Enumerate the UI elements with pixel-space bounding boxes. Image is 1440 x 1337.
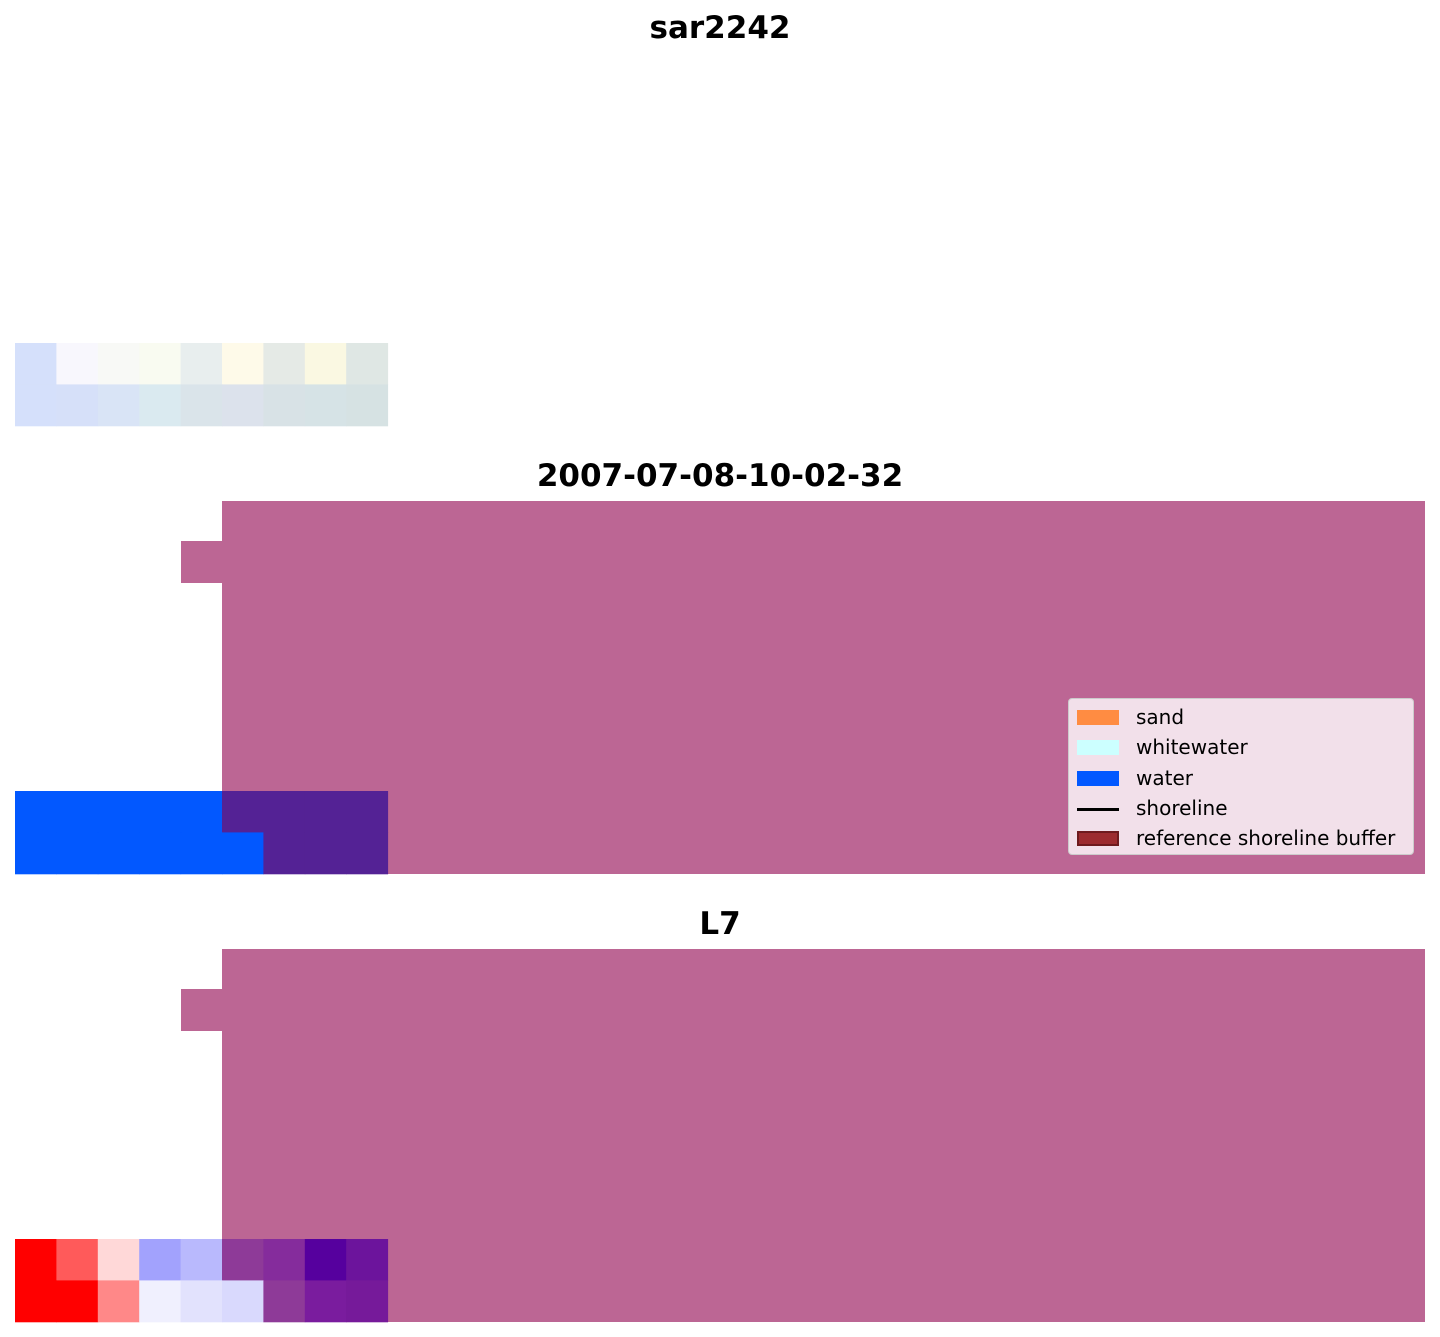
legend-swatch-reference-buffer <box>1077 831 1119 846</box>
legend-label-whitewater: whitewater <box>1136 735 1248 759</box>
heatmap-cell <box>97 1280 140 1323</box>
overlay-notch <box>181 989 223 1031</box>
legend-label-sand: sand <box>1136 705 1185 729</box>
heatmap-cell <box>180 1239 223 1281</box>
heatmap-cell <box>15 384 57 427</box>
panel-title-1: sar2242 <box>649 10 791 46</box>
heatmap-cell <box>97 1239 140 1281</box>
legend-line-shoreline <box>1077 808 1119 811</box>
legend-item-sand: sand <box>1069 701 1413 731</box>
heatmap-cell <box>97 384 140 427</box>
heatmap-cell <box>222 343 264 385</box>
heatmap-cell <box>222 384 264 427</box>
heatmap-cell <box>56 1280 99 1323</box>
water-cell <box>139 832 182 875</box>
legend-swatch-water <box>1077 771 1119 786</box>
water-cell <box>97 832 140 875</box>
heatmap-panel-1 <box>15 343 389 427</box>
legend-swatch-sand <box>1077 710 1119 725</box>
heatmap-cell <box>139 384 182 427</box>
heatmap-cell <box>263 1280 306 1323</box>
legend-item-water: water <box>1069 762 1413 792</box>
heatmap-cell <box>222 1239 264 1281</box>
water-cell <box>15 791 57 833</box>
heatmap-cell <box>180 343 223 385</box>
water-cell <box>180 791 223 833</box>
buffer-cell <box>304 832 347 875</box>
heatmap-cell <box>139 1239 182 1281</box>
water-cell <box>97 791 140 833</box>
legend: sand whitewater water shoreline referenc… <box>1068 698 1414 855</box>
heatmap-cell <box>346 384 389 427</box>
heatmap-cell <box>56 384 99 427</box>
heatmap-cell <box>263 1239 306 1281</box>
legend-swatch-whitewater <box>1077 740 1119 755</box>
legend-label-water: water <box>1136 766 1193 790</box>
overlay-region <box>222 949 1425 1322</box>
buffer-cell <box>263 832 306 875</box>
water-cell <box>139 791 182 833</box>
heatmap-cell <box>304 343 347 385</box>
heatmap-cell <box>15 1239 57 1281</box>
heatmap-cell <box>139 1280 182 1323</box>
water-cell <box>15 832 57 875</box>
heatmap-cell <box>56 1239 99 1281</box>
heatmap-cell <box>304 1239 347 1281</box>
buffer-cell <box>304 791 347 833</box>
legend-item-shoreline: shoreline <box>1069 792 1413 822</box>
water-cell <box>56 791 99 833</box>
panel-title-3: L7 <box>699 906 741 942</box>
heatmap-cell <box>346 343 389 385</box>
heatmap-cell <box>139 343 182 385</box>
legend-item-whitewater: whitewater <box>1069 731 1413 761</box>
legend-item-reference-buffer: reference shoreline buffer <box>1069 822 1413 852</box>
heatmap-cell <box>222 1280 264 1323</box>
heatmap-cell <box>15 1280 57 1323</box>
heatmap-cell <box>263 343 306 385</box>
heatmap-cell <box>304 1280 347 1323</box>
heatmap-cell <box>56 343 99 385</box>
heatmap-cell <box>304 384 347 427</box>
heatmap-cell <box>97 343 140 385</box>
heatmap-cell <box>263 384 306 427</box>
heatmap-cell <box>180 1280 223 1323</box>
water-cell <box>222 832 264 875</box>
water-cell <box>56 832 99 875</box>
buffer-cell <box>222 791 264 833</box>
buffer-cell <box>346 832 389 875</box>
legend-label-reference-buffer: reference shoreline buffer <box>1136 826 1396 850</box>
heatmap-cell <box>346 1239 389 1281</box>
heatmap-cell <box>346 1280 389 1323</box>
heatmap-cell <box>180 384 223 427</box>
heatmap-cell <box>15 343 57 385</box>
overlay-notch <box>181 541 223 583</box>
water-cell <box>180 832 223 875</box>
panel-title-2: 2007-07-08-10-02-32 <box>536 458 904 494</box>
buffer-cell <box>346 791 389 833</box>
legend-label-shoreline: shoreline <box>1136 796 1228 820</box>
buffer-cell <box>263 791 306 833</box>
